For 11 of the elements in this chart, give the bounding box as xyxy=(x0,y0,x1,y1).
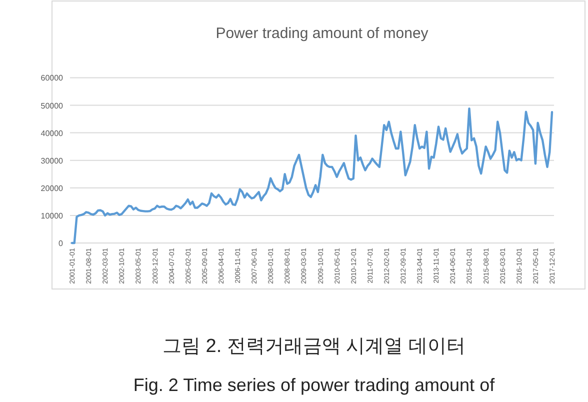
y-tick-label: 20000 xyxy=(40,184,64,193)
y-tick-label: 40000 xyxy=(40,128,64,138)
y-tick-label: 50000 xyxy=(40,101,64,110)
y-tick-label: 60000 xyxy=(40,74,64,83)
line-series xyxy=(70,107,554,244)
caption: Fig. 2 Time series of power trading amount of xyxy=(133,375,496,395)
chart-title: Power trading amount of money xyxy=(216,25,429,42)
caption: 그림 2. 전력거래금액 시계열 데이터 xyxy=(162,336,466,357)
y-tick-label: 0 xyxy=(58,239,64,248)
y-tick-label: 10000 xyxy=(40,211,64,220)
y-tick-label: 30000 xyxy=(40,156,64,166)
